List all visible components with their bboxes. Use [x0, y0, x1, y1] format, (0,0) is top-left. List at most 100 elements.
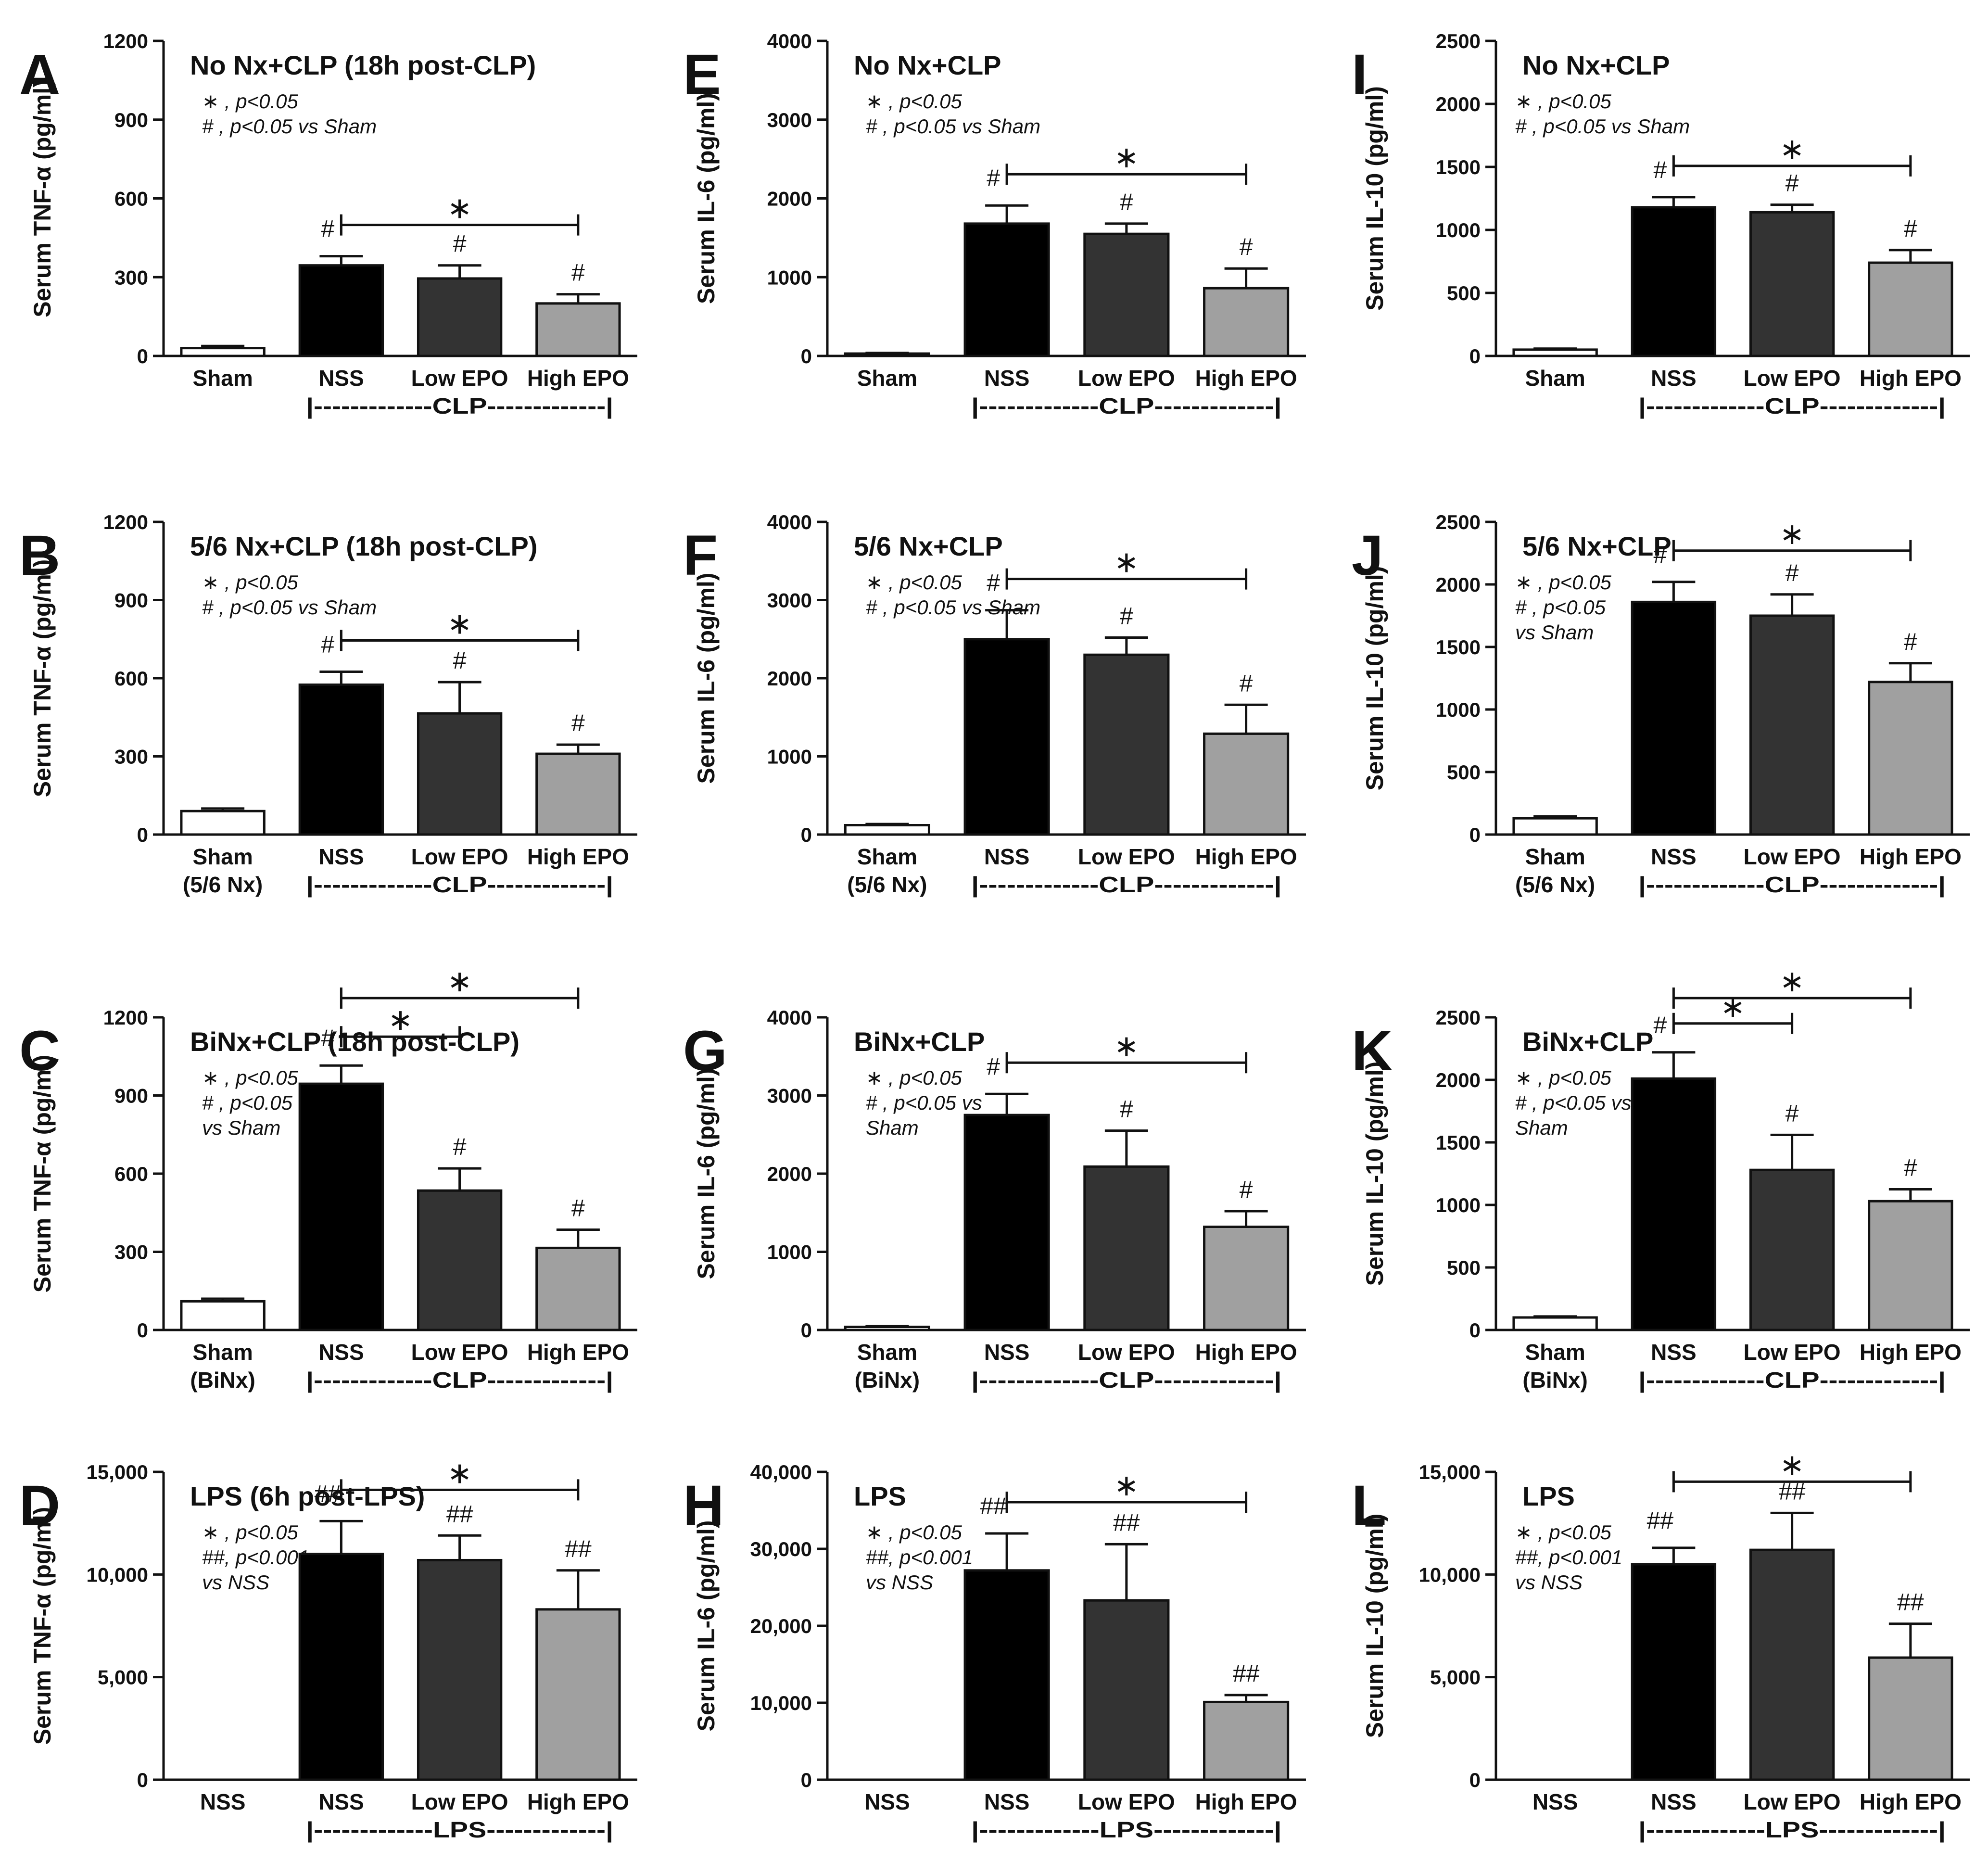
y-tick-label: 30,000: [750, 1538, 812, 1560]
y-tick-label: 1500: [1436, 156, 1481, 178]
panel-letter: A: [19, 43, 60, 106]
y-tick-label: 600: [114, 667, 148, 690]
chart-title: 5/6 Nx+CLP (18h post-CLP): [190, 531, 537, 561]
y-tick-label: 0: [137, 345, 148, 367]
significance-mark: #: [1785, 170, 1799, 197]
y-tick-label: 500: [1447, 1256, 1481, 1279]
panel-letter: D: [19, 1474, 60, 1537]
significance-note: Sham: [1515, 1116, 1568, 1139]
y-tick-label: 2000: [767, 1163, 812, 1185]
significance-mark: ##: [446, 1500, 473, 1527]
bar: [1512, 348, 1598, 357]
bar: [180, 810, 266, 836]
significance-note: ##, p<0.001: [1515, 1546, 1622, 1569]
y-tick-label: 1200: [103, 511, 148, 533]
category-label: NSS: [200, 1789, 246, 1814]
bar: [1631, 206, 1717, 357]
y-axis-label: Serum IL-6 (pg/ml): [693, 1068, 720, 1279]
bar: [1203, 1700, 1290, 1781]
y-tick-label: 0: [137, 1319, 148, 1342]
y-tick-label: 2000: [1436, 1069, 1481, 1091]
y-axis-label: Serum TNF-α (pg/ml): [29, 1507, 56, 1745]
category-label: NSS: [318, 1340, 364, 1365]
significance-mark: #: [1904, 628, 1917, 655]
significance-mark: #: [1653, 1012, 1667, 1038]
panel-letter: J: [1352, 524, 1383, 587]
bar: [1749, 211, 1835, 357]
significance-note: vs NSS: [1515, 1571, 1583, 1594]
y-axis-label: Serum TNF-α (pg/ml): [29, 79, 56, 317]
bar: [963, 1114, 1050, 1331]
panel-i: I No Nx+CLP ∗ , p<0.05# , p<0.05 vs Sham 0 5…: [1352, 30, 1970, 418]
y-tick-label: 1500: [1436, 636, 1481, 658]
significance-mark: #: [571, 259, 585, 286]
y-tick-label: 3000: [767, 1085, 812, 1107]
bar: [1868, 261, 1953, 357]
y-tick-label: 1000: [767, 746, 812, 768]
significance-note: # , p<0.05 vs: [866, 1091, 982, 1114]
chart-title: 5/6 Nx+CLP: [1522, 531, 1671, 561]
y-tick-label: 1000: [767, 1241, 812, 1264]
y-tick-label: 2000: [767, 667, 812, 690]
panel-letter: E: [683, 43, 721, 106]
significance-mark: #: [1904, 1154, 1917, 1181]
significance-note: ∗ , p<0.05: [866, 1521, 962, 1544]
y-tick-label: 10,000: [87, 1563, 148, 1586]
y-tick-label: 1500: [1436, 1131, 1481, 1154]
bar: [535, 1608, 621, 1781]
y-tick-label: 20,000: [750, 1615, 812, 1637]
category-label: NSS: [318, 1789, 364, 1814]
significance-mark: ##: [565, 1535, 592, 1562]
bar: [180, 1300, 266, 1331]
significance-mark: #: [1120, 1096, 1133, 1123]
y-tick-label: 300: [114, 1241, 148, 1264]
category-label: High EPO: [1860, 1789, 1962, 1814]
y-tick-label: 4000: [767, 1006, 812, 1029]
y-tick-label: 1000: [1436, 219, 1481, 241]
y-tick-label: 2500: [1436, 30, 1481, 52]
significance-mark: #: [987, 1053, 1000, 1080]
significance-note: ##, p<0.001: [866, 1546, 973, 1569]
chart-title: BiNx+CLP: [854, 1026, 985, 1057]
significance-mark: #: [453, 230, 467, 257]
bar: [298, 684, 384, 836]
bracket-label: ∗: [447, 192, 472, 225]
bar: [1083, 1599, 1170, 1781]
y-axis-label: Serum TNF-α (pg/ml): [29, 1055, 56, 1293]
bar: [1749, 614, 1835, 836]
category-label: High EPO: [1195, 1340, 1297, 1365]
significance-note: # , p<0.05 vs Sham: [202, 115, 377, 138]
bar: [1203, 1226, 1290, 1331]
y-axis-label: Serum IL-10 (pg/ml): [1361, 566, 1388, 791]
y-tick-label: 600: [114, 188, 148, 210]
category-label: High EPO: [1195, 1789, 1297, 1814]
category-label: High EPO: [527, 1789, 629, 1814]
category-label: Low EPO: [1744, 844, 1841, 869]
category-label: High EPO: [1860, 1340, 1962, 1365]
panel-f: F 5/6 Nx+CLP ∗ , p<0.05# , p<0.05 vs Sham 0…: [683, 511, 1306, 897]
chart-title: BiNx+CLP (18h post-CLP): [190, 1026, 519, 1057]
category-label: (5/6 Nx): [183, 872, 263, 897]
significance-note: ∗ , p<0.05: [1515, 1521, 1611, 1544]
y-tick-label: 2000: [767, 188, 812, 210]
bar: [1749, 1168, 1835, 1331]
y-tick-label: 0: [801, 1319, 812, 1342]
bracket-label: ∗: [1721, 990, 1746, 1024]
group-label: |-------------CLP-------------|: [1638, 872, 1946, 897]
significance-mark: #: [987, 165, 1000, 191]
bar: [1083, 653, 1170, 836]
bracket-label: ∗: [1780, 1448, 1805, 1481]
y-tick-label: 0: [1469, 1769, 1481, 1791]
significance-mark: #: [571, 1194, 585, 1221]
significance-note: # , p<0.05 vs: [1515, 1091, 1632, 1114]
significance-note: vs NSS: [866, 1571, 933, 1594]
bar: [1203, 287, 1290, 357]
panel-letter: C: [19, 1019, 60, 1083]
y-tick-label: 1000: [1436, 1194, 1481, 1216]
significance-mark: #: [453, 1133, 467, 1160]
significance-note: ∗ , p<0.05: [1515, 1066, 1611, 1089]
panel-letter: G: [683, 1019, 727, 1083]
group-label: |-------------CLP-------------|: [306, 1368, 613, 1393]
chart-title: LPS: [854, 1481, 906, 1511]
